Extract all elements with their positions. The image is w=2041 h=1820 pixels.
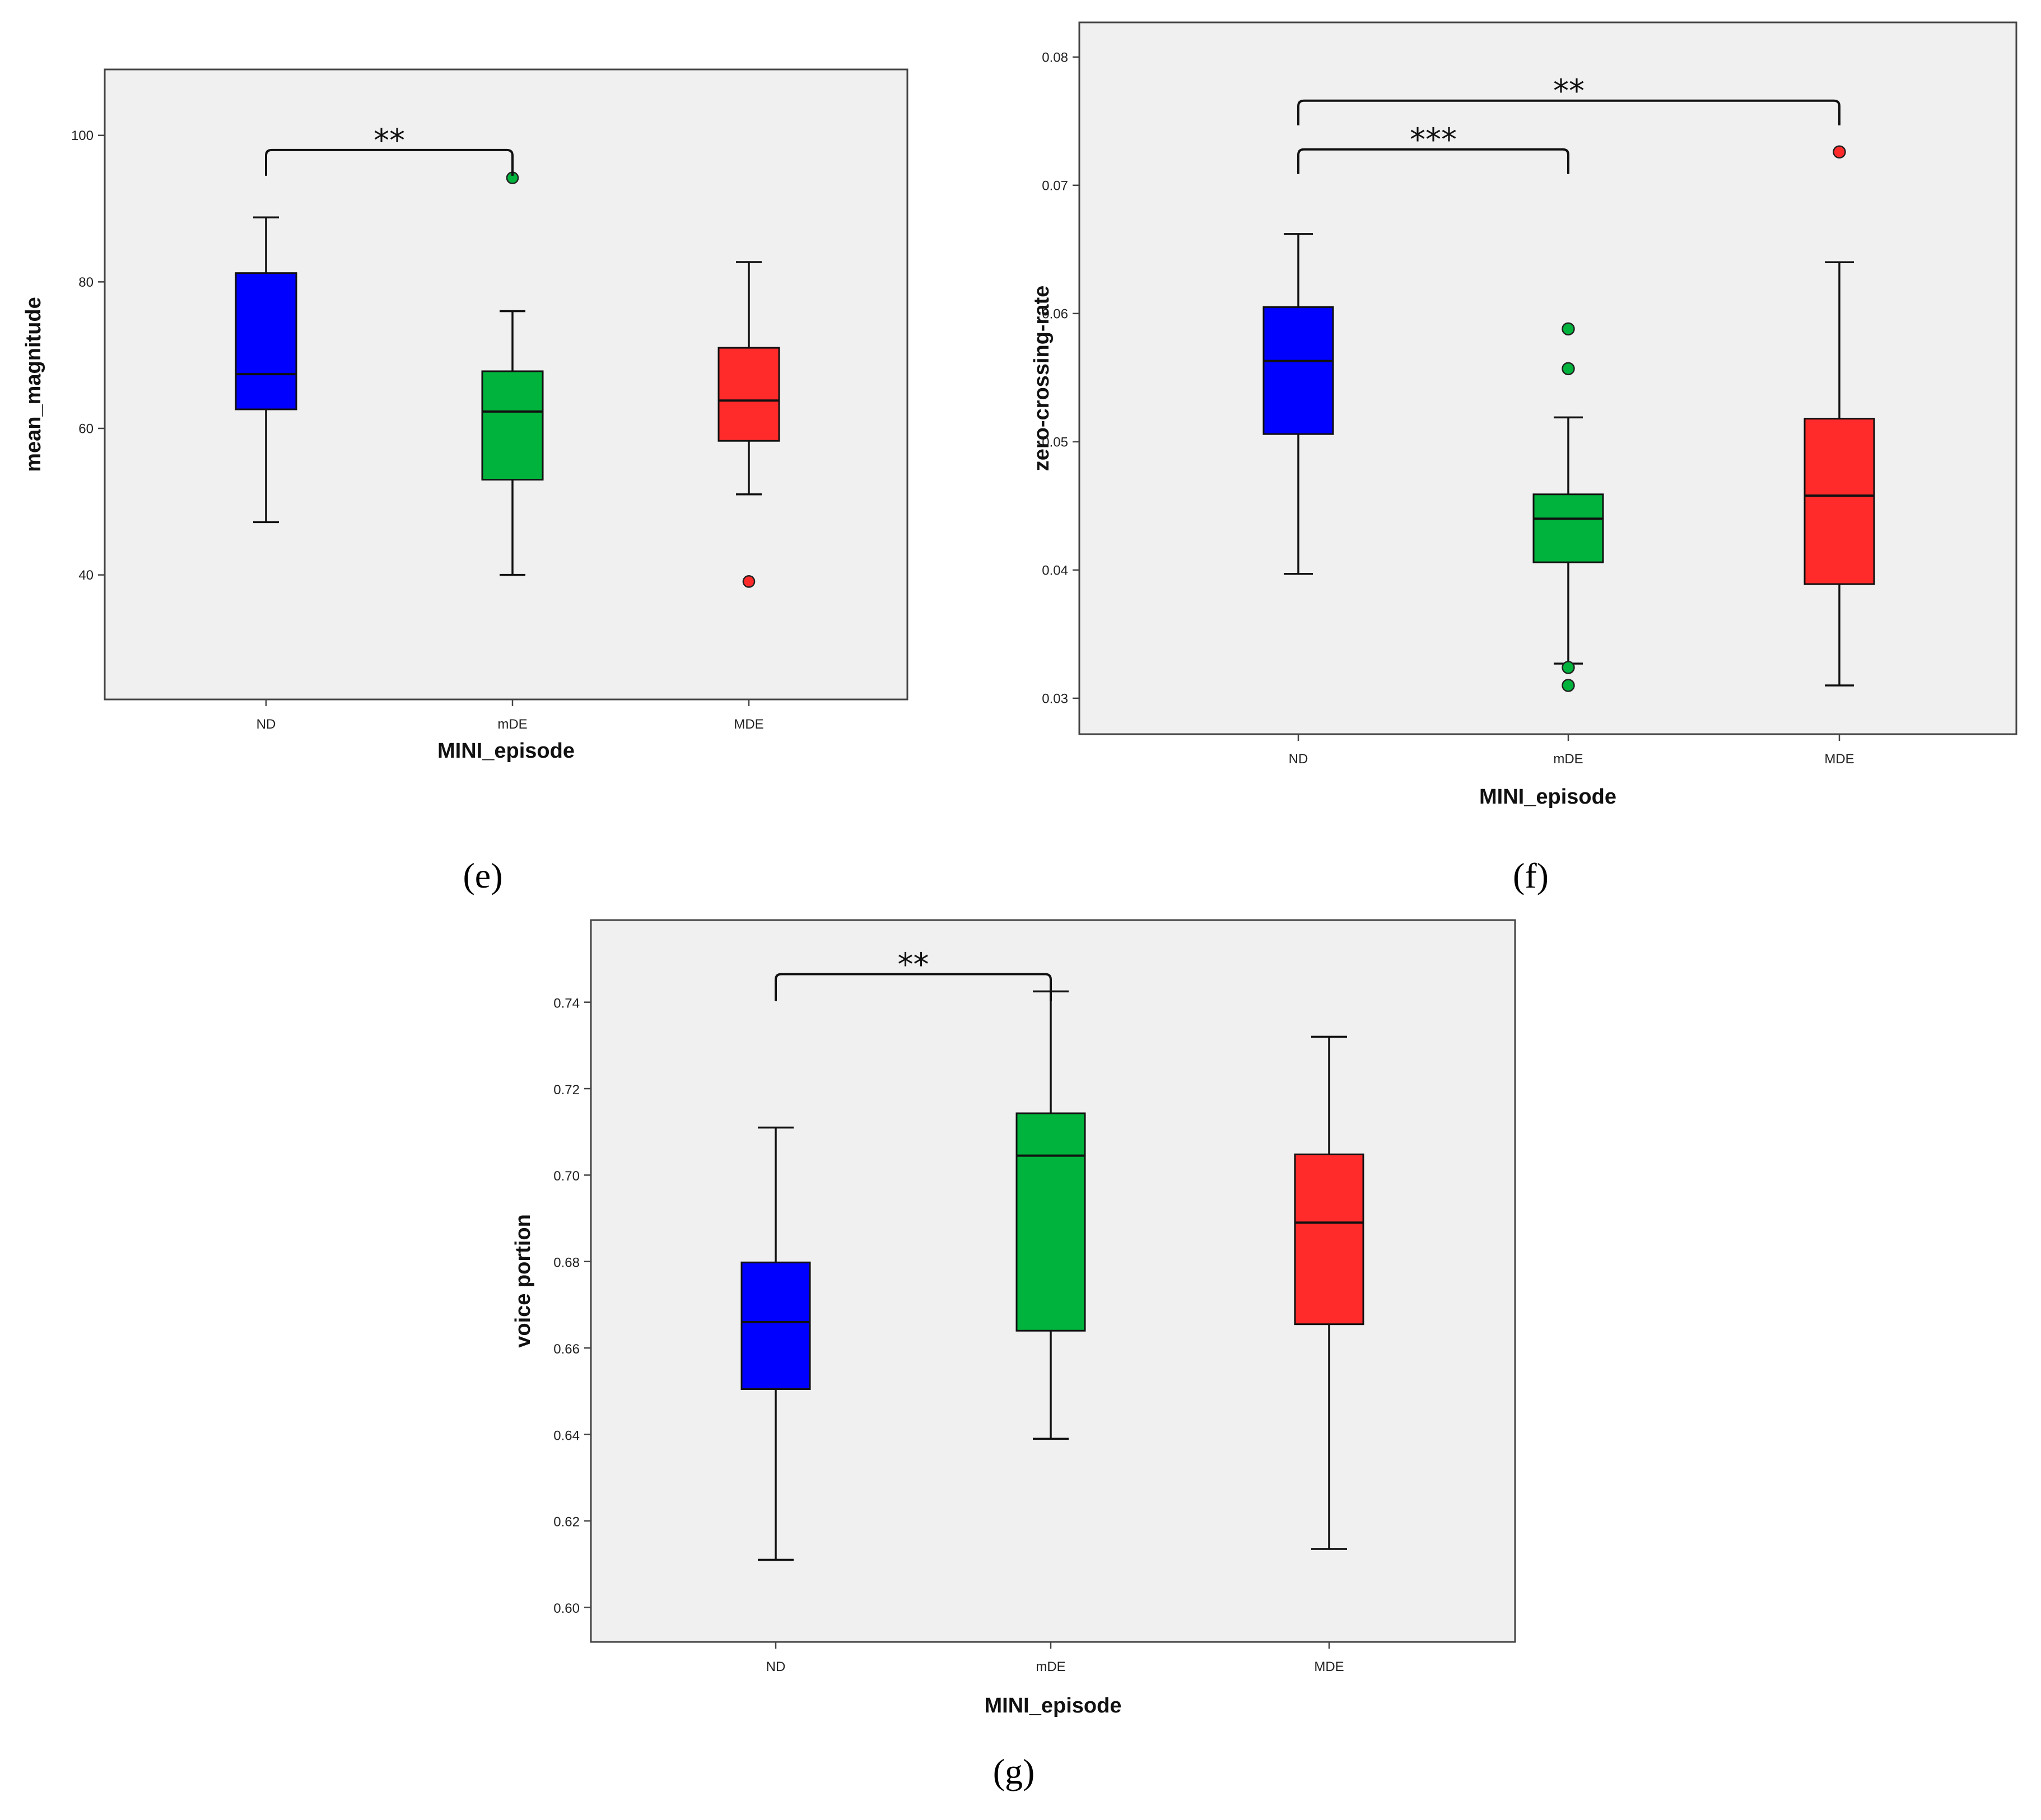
y-tick-label: 0.74 [553,996,580,1011]
outlier-point [1833,145,1846,159]
y-tick-label: 0.03 [1042,692,1068,707]
plot-area [1078,21,2017,735]
x-axis-label: MINI_episode [1479,785,1616,809]
significance-bracket [1297,148,1569,174]
y-tick-label: 0.66 [553,1342,580,1357]
box-mDE [1015,1112,1086,1332]
box-MDE [717,347,780,442]
y-tick-label: 0.08 [1042,50,1068,66]
y-tick-label: 0.06 [1042,307,1068,322]
box-ND [235,272,297,410]
y-tick-label: 0.07 [1042,179,1068,194]
outlier-point [1562,679,1575,692]
panel-label: (g) [993,1752,1035,1791]
x-tick-label: ND [257,717,276,732]
y-tick-label: 100 [71,128,94,143]
x-axis-label: MINI_episode [437,739,575,763]
x-tick-label: mDE [1553,752,1583,767]
y-axis-label: zero-crossing-rate [1030,286,1054,472]
significance-bracket [775,973,1052,1001]
x-tick-label: MDE [734,717,763,732]
y-tick-label: 0.05 [1042,435,1068,450]
x-tick-label: ND [1289,752,1308,767]
box-MDE [1804,418,1875,585]
y-tick-label: 60 [78,421,94,436]
y-tick-label: 0.72 [553,1082,580,1098]
y-tick-label: 40 [78,568,94,583]
box-ND [1262,306,1334,435]
outlier-point [1562,362,1575,376]
x-tick-label: mDE [1036,1659,1065,1674]
significance-bracket [1297,99,1840,125]
y-tick-label: 0.70 [553,1169,580,1184]
significance-label: ** [374,123,405,159]
significance-label: *** [1410,122,1457,158]
outlier-point [742,575,756,588]
x-axis-label: MINI_episode [985,1694,1122,1718]
significance-label: ** [1553,73,1585,110]
y-tick-label: 0.68 [553,1256,580,1271]
panel-label: (f) [1513,856,1549,895]
x-tick-label: mDE [497,717,527,732]
x-tick-label: MDE [1824,752,1854,767]
significance-bracket [265,148,514,176]
panel-label: (e) [463,856,502,895]
box-MDE [1294,1153,1364,1326]
y-tick-label: 0.64 [553,1428,580,1443]
significance-label: ** [898,946,929,983]
x-tick-label: ND [766,1659,786,1674]
outlier-point [1562,322,1575,336]
y-tick-label: 80 [78,275,94,290]
outlier-point [1562,661,1575,674]
y-tick-label: 0.60 [553,1601,580,1616]
y-tick-label: 0.04 [1042,563,1068,578]
x-tick-label: MDE [1314,1659,1344,1674]
box-ND [740,1261,811,1390]
y-axis-label: voice portion [511,1214,535,1348]
box-mDE [1532,493,1604,563]
box-mDE [481,370,544,481]
y-tick-label: 0.62 [553,1515,580,1530]
y-axis-label: mean_magnitude [22,297,45,472]
